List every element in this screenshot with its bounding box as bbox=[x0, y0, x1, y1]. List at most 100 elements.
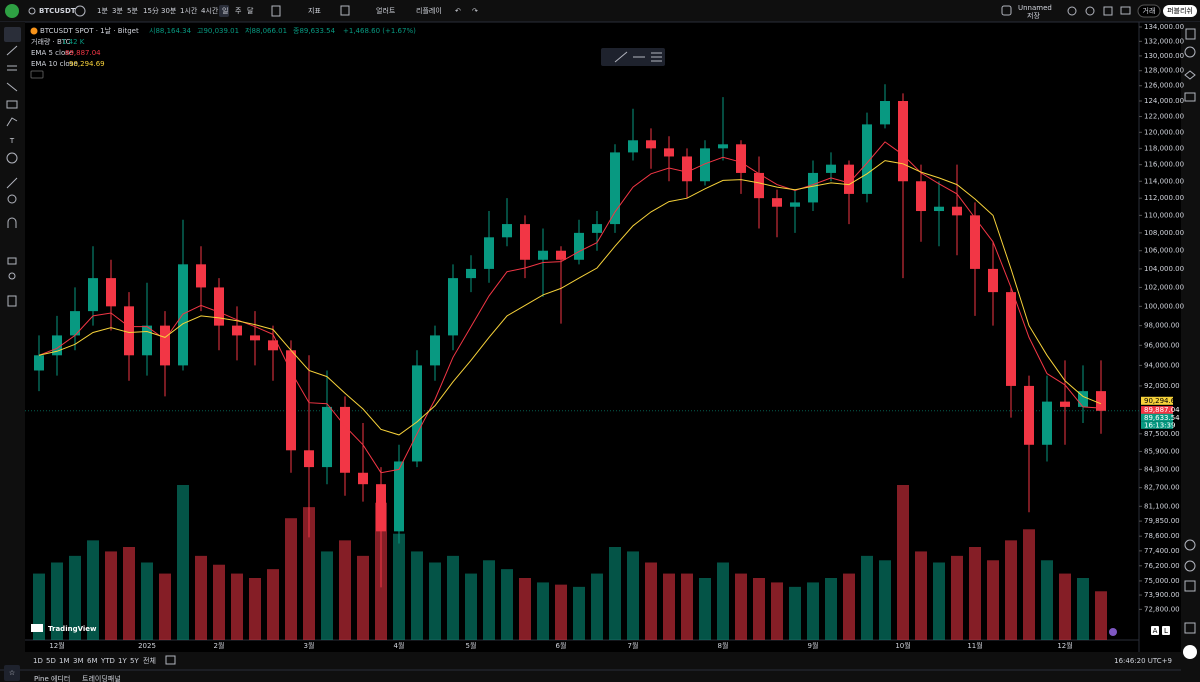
range-button[interactable]: YTD bbox=[100, 657, 115, 665]
pattern-tool[interactable] bbox=[6, 82, 18, 92]
candle-body bbox=[610, 152, 620, 225]
quick-search[interactable] bbox=[1067, 6, 1077, 16]
interval[interactable]: 일 bbox=[222, 6, 228, 15]
help[interactable] bbox=[1183, 645, 1197, 659]
delete-tool[interactable] bbox=[7, 295, 17, 307]
x-tick-label: 5월 bbox=[466, 641, 477, 650]
scale-button[interactable]: A bbox=[1153, 627, 1158, 635]
candle-body bbox=[232, 325, 242, 336]
interval[interactable]: 3분 bbox=[112, 7, 123, 15]
magnet-tool[interactable] bbox=[7, 217, 17, 228]
goto-date[interactable] bbox=[165, 655, 176, 665]
y-tick-label: 102,000.00 bbox=[1144, 283, 1184, 291]
measure-tool[interactable] bbox=[6, 177, 18, 189]
interval[interactable]: 달 bbox=[247, 7, 254, 15]
range-button[interactable]: 3M bbox=[73, 657, 84, 665]
redo[interactable]: ↷ bbox=[472, 7, 478, 15]
legend-collapse[interactable] bbox=[30, 70, 44, 79]
zoom-tool[interactable] bbox=[7, 194, 17, 204]
y-tick-label: 73,900.00 bbox=[1144, 591, 1180, 599]
add-symbol[interactable] bbox=[74, 5, 86, 17]
watermark: TradingView bbox=[48, 625, 97, 633]
visibility-tool[interactable] bbox=[8, 272, 16, 280]
ideas[interactable] bbox=[1184, 539, 1196, 551]
layers[interactable] bbox=[1184, 70, 1196, 80]
trade-button[interactable] bbox=[1137, 4, 1161, 18]
replay[interactable]: 리플레이 bbox=[416, 6, 442, 15]
volume-bar bbox=[231, 573, 243, 640]
scale-button[interactable]: L bbox=[1164, 627, 1168, 635]
interval[interactable]: 1시간 bbox=[180, 6, 198, 15]
events-icon[interactable] bbox=[1109, 628, 1117, 636]
trend-line-tool[interactable] bbox=[6, 45, 18, 56]
range-button[interactable]: 1M bbox=[59, 657, 70, 665]
snapshot[interactable] bbox=[1120, 6, 1131, 15]
candle-body bbox=[772, 198, 782, 207]
text-tool[interactable]: T bbox=[9, 137, 15, 145]
volume-bar bbox=[447, 555, 459, 640]
layout-name[interactable]: Unnamed bbox=[1018, 4, 1052, 12]
volume-bar bbox=[357, 555, 369, 640]
cursor-tool[interactable] bbox=[4, 27, 21, 42]
indicators[interactable]: 지표 bbox=[308, 6, 321, 15]
candle-body bbox=[808, 172, 818, 203]
layout-icon[interactable] bbox=[1001, 5, 1012, 16]
lock-tool[interactable] bbox=[7, 257, 17, 265]
range-button[interactable]: 1Y bbox=[118, 657, 127, 665]
y-tick-label: 134,000.00 bbox=[1144, 23, 1184, 31]
interval[interactable]: 30분 bbox=[161, 7, 177, 15]
range-button[interactable]: 5D bbox=[46, 657, 56, 665]
avatar[interactable] bbox=[5, 4, 19, 18]
float-trend[interactable] bbox=[614, 51, 628, 63]
brush-tool[interactable] bbox=[6, 117, 18, 127]
volume-bar bbox=[717, 562, 729, 640]
range-button[interactable]: 1D bbox=[33, 657, 43, 665]
publish-label[interactable]: 퍼블리쉬 bbox=[1167, 6, 1193, 15]
projection-tool[interactable] bbox=[6, 100, 18, 109]
templates-icon[interactable] bbox=[340, 5, 350, 16]
scale-button-bg[interactable] bbox=[1151, 626, 1159, 635]
favorite-star[interactable]: ☆ bbox=[9, 669, 15, 677]
interval[interactable]: 주 bbox=[235, 7, 242, 15]
screener[interactable] bbox=[1184, 560, 1196, 572]
volume-bar bbox=[123, 547, 135, 640]
range-button[interactable]: 6M bbox=[87, 657, 98, 665]
range-button[interactable]: 5Y bbox=[130, 657, 139, 665]
interval[interactable]: 1분 bbox=[97, 7, 108, 15]
chat[interactable] bbox=[1184, 92, 1196, 102]
calendar[interactable] bbox=[1184, 580, 1196, 592]
settings[interactable] bbox=[1085, 6, 1095, 16]
candle-body bbox=[646, 140, 656, 149]
y-tick-label: 114,000.00 bbox=[1144, 177, 1184, 185]
x-tick-label: 8월 bbox=[718, 641, 729, 650]
volume-bar bbox=[213, 564, 225, 640]
icon-tool[interactable] bbox=[6, 152, 18, 164]
x-tick-label: 4월 bbox=[394, 641, 405, 650]
volume-bar bbox=[339, 540, 351, 640]
alert[interactable]: 얼러트 bbox=[376, 6, 396, 15]
scale-button-bg[interactable] bbox=[1162, 626, 1170, 635]
search-icon[interactable] bbox=[28, 7, 36, 15]
range-button[interactable]: 전체 bbox=[143, 656, 156, 665]
interval[interactable]: 4시간 bbox=[201, 6, 219, 15]
tab[interactable]: 트레이딩패널 bbox=[82, 674, 121, 682]
y-tick-label: 112,000.00 bbox=[1144, 194, 1184, 202]
notes[interactable] bbox=[1184, 622, 1196, 634]
volume-bar bbox=[501, 569, 513, 640]
fullscreen[interactable] bbox=[1103, 6, 1113, 16]
clock: 16:46:20 UTC+9 bbox=[1114, 657, 1172, 665]
tab[interactable]: Pine 에디터 bbox=[34, 674, 70, 682]
candle-body bbox=[286, 350, 296, 451]
right-icons bbox=[1184, 28, 1196, 634]
undo[interactable]: ↶ bbox=[455, 7, 461, 15]
candle-body bbox=[700, 148, 710, 182]
publish-button[interactable] bbox=[1163, 5, 1197, 17]
alerts[interactable] bbox=[1184, 46, 1196, 58]
interval[interactable]: 15分 bbox=[143, 6, 159, 15]
interval[interactable]: 5분 bbox=[127, 7, 138, 15]
bar-style-icon[interactable] bbox=[271, 5, 281, 17]
favorite[interactable] bbox=[4, 665, 20, 681]
watchlist[interactable] bbox=[1185, 28, 1196, 40]
trade-label[interactable]: 거래 bbox=[1143, 6, 1156, 15]
symbol[interactable]: BTCUSDT bbox=[39, 7, 76, 15]
